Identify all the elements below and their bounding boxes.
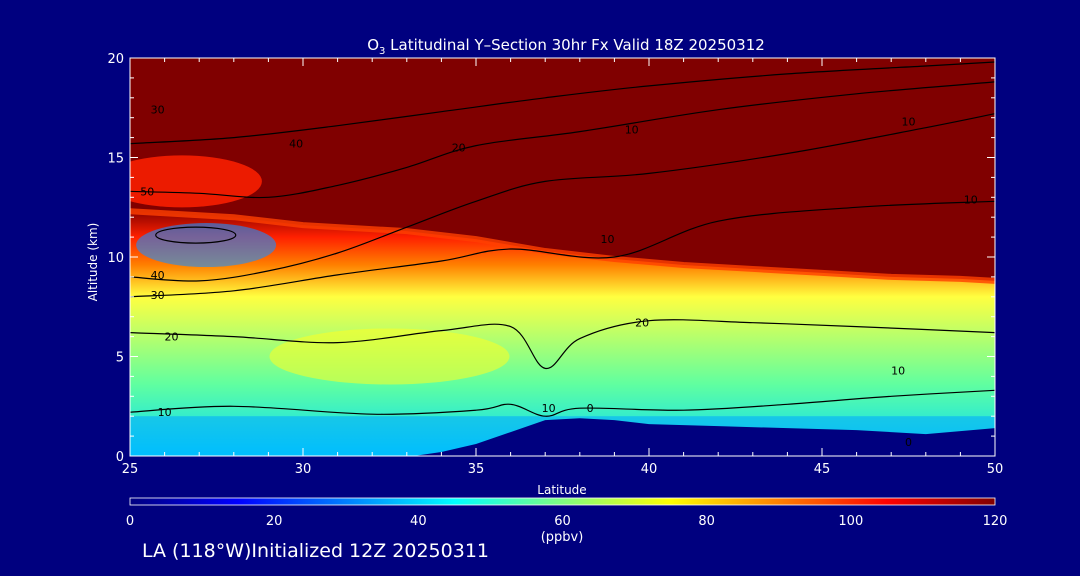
colorbar-tick-label-60: 60: [554, 514, 571, 529]
x-tick-label-30: 30: [295, 462, 312, 477]
chart-title: O3 Latitudinal Y–Section 30hr Fx Valid 1…: [367, 36, 765, 57]
contour-line-50-4: [130, 81, 995, 199]
low-ozone-pocket: [136, 223, 277, 268]
x-tick-label-35: 35: [468, 462, 485, 477]
contour-label-11: 20: [635, 317, 649, 330]
high-ozone-core: [130, 155, 262, 208]
colorbar-tick-label-80: 80: [698, 514, 715, 529]
x-tick-label-50: 50: [987, 462, 1004, 477]
y-tick-label-20: 20: [107, 52, 124, 67]
x-tick-label-40: 40: [641, 462, 658, 477]
contour-label-0: 30: [151, 104, 165, 117]
contour-label-5: 20: [452, 142, 466, 155]
contour-label-12: 10: [158, 406, 172, 419]
contour-label-9: 30: [151, 289, 165, 302]
contour-closed-core: [155, 226, 237, 244]
colorbar-tick-label-120: 120: [983, 514, 1008, 529]
colorbar: 0 20 40 60 80 100 120: [126, 497, 1008, 529]
contour-line-20-1: [130, 319, 995, 370]
footer-caption: LA (118°W)Initialized 12Z 20250311: [142, 540, 489, 562]
contour-label-8: 40: [151, 269, 165, 282]
colorbar-tick-label-20: 20: [266, 514, 283, 529]
contour-label-14: 0: [587, 402, 594, 415]
x-tick-label-25: 25: [122, 462, 139, 477]
contour-label-4: 10: [902, 116, 916, 129]
y-tick-label-0: 0: [116, 450, 124, 465]
colorbar-tick-label-100: 100: [838, 514, 863, 529]
y-tick-label-5: 5: [116, 351, 124, 366]
contour-line-10-0: [130, 389, 995, 417]
y-axis-label: Altitude (km): [86, 223, 100, 302]
contour-label-7: 10: [600, 233, 614, 246]
x-axis-label: Latitude: [537, 483, 586, 497]
contour-label-10: 20: [165, 331, 179, 344]
contour-label-3: 10: [625, 124, 639, 137]
colorbar-tick-label-0: 0: [126, 514, 134, 529]
contour-label-13: 10: [542, 402, 556, 415]
contour-label-6: 10: [964, 193, 978, 206]
colorbar-tick-label-40: 40: [410, 514, 427, 529]
colorbar-gradient: [129, 497, 996, 506]
contour-line-40-3: [130, 113, 995, 282]
axes: 25 30 35 40 45 50 0 5 10 15 20: [107, 52, 1003, 477]
contour-label-2: 50: [140, 185, 154, 198]
tropopause-band: [130, 208, 995, 284]
y-tick-label-15: 15: [107, 152, 124, 167]
terrain-mask: [413, 418, 995, 456]
contour-label-15: 10: [891, 364, 905, 377]
contour-label-16: 0: [905, 436, 912, 449]
colorbar-unit-label: (ppbv): [541, 530, 584, 545]
contour-label-1: 40: [289, 138, 303, 151]
plot-area: 30 40 50 10 10 20 10 10 40 30 20 20 10 10 0 10 0: [130, 58, 995, 456]
x-tick-label-45: 45: [814, 462, 831, 477]
contour-line-unlabeled-5: [130, 61, 995, 145]
contour-line-30-2: [130, 200, 995, 298]
y-tick-label-10: 10: [107, 251, 124, 266]
